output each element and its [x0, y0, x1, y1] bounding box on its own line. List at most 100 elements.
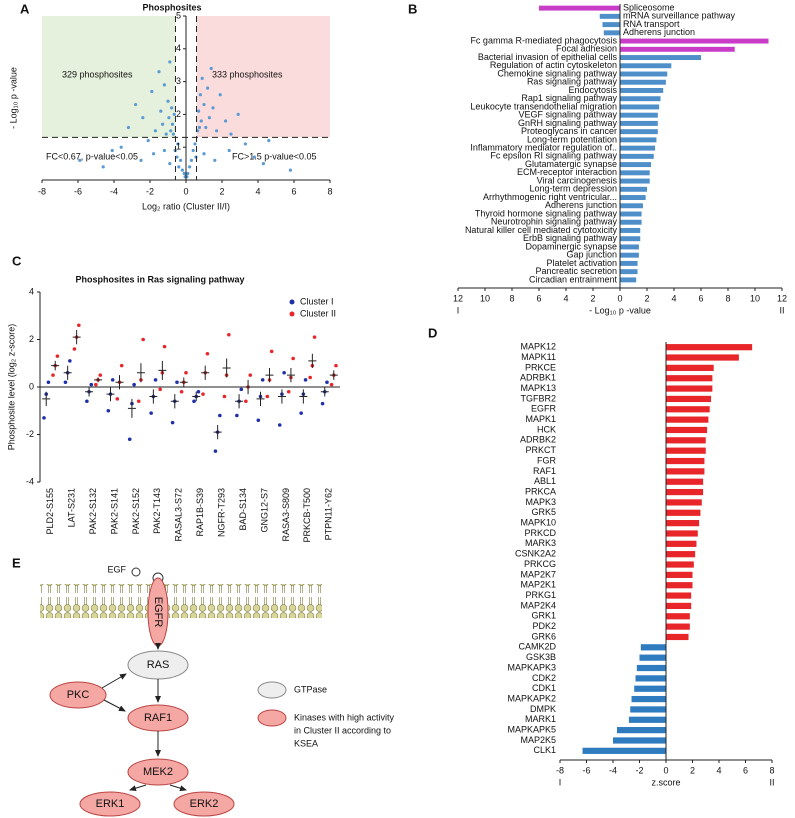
point	[153, 378, 158, 382]
point	[101, 165, 105, 169]
category-label: Adherens junction	[545, 200, 617, 210]
point	[265, 394, 270, 399]
point	[206, 86, 210, 90]
point	[209, 66, 213, 71]
category-label: CDK1	[532, 683, 556, 693]
point	[236, 112, 240, 116]
node	[49, 681, 107, 709]
point	[286, 389, 291, 394]
x-tick-label: 10	[750, 293, 760, 303]
node-label: ERK2	[190, 798, 219, 810]
x-tick-label: -4	[609, 765, 617, 775]
category-label: CSNK2A2	[515, 549, 556, 559]
point	[202, 152, 206, 156]
bar	[620, 38, 769, 44]
point	[244, 399, 248, 404]
bar	[634, 685, 666, 692]
bar	[620, 162, 652, 168]
bar	[666, 602, 692, 610]
bar	[620, 269, 638, 275]
point	[224, 119, 228, 123]
node-label: RAF1	[144, 712, 172, 724]
bar	[639, 654, 666, 661]
legend-label: GTPase	[294, 684, 327, 694]
point	[141, 116, 145, 120]
category-label: Regulation of actin cytoskeleton	[490, 60, 617, 70]
point	[204, 125, 208, 130]
end-label: I	[457, 305, 460, 315]
category-label: MAPK10	[520, 518, 556, 528]
point	[227, 332, 231, 337]
point	[162, 83, 166, 87]
point	[207, 116, 211, 120]
point	[157, 70, 161, 74]
bar	[620, 252, 639, 258]
category-label: PRKCA	[525, 486, 556, 496]
point	[119, 145, 123, 149]
x-tick-label: PRKCB-T500	[302, 488, 312, 543]
point	[182, 171, 186, 176]
category-label: Neurotrophin signaling pathway	[491, 217, 618, 227]
point	[184, 370, 188, 375]
bar	[620, 170, 650, 176]
y-tick-label: 3	[176, 76, 181, 86]
bar	[630, 706, 666, 713]
panel-label: C	[12, 253, 22, 268]
x-tick-label: PAK2-T143	[152, 488, 162, 534]
category-label: PRKCG	[524, 559, 556, 569]
point	[213, 449, 218, 453]
point	[134, 102, 138, 107]
point	[269, 349, 274, 354]
category-label: ADRBK1	[520, 373, 556, 383]
category-label: MAP2K7	[520, 569, 556, 579]
category-label: MAP2K4	[520, 600, 556, 610]
point	[51, 373, 55, 377]
x-tick-label: 2	[690, 765, 695, 775]
point	[63, 380, 68, 385]
category-label: MAPK1	[525, 414, 556, 424]
x-axis-label: z.score	[651, 777, 680, 787]
bar	[666, 478, 704, 485]
x-tick-label: 8	[725, 293, 730, 303]
bar	[666, 520, 700, 527]
point	[192, 399, 196, 404]
point	[252, 155, 256, 159]
bar	[666, 582, 693, 589]
bar	[628, 716, 666, 723]
point	[239, 387, 244, 392]
point	[213, 158, 217, 162]
bar	[666, 437, 706, 444]
point	[98, 373, 103, 377]
bar	[636, 664, 666, 672]
point	[77, 323, 81, 328]
x-tick-label: 6	[291, 186, 296, 196]
point	[193, 142, 197, 146]
point	[260, 378, 265, 382]
bar	[666, 457, 705, 465]
x-tick-label: 0	[183, 186, 188, 196]
x-tick-label: GNG12-S7	[259, 488, 269, 533]
bar	[666, 385, 713, 392]
y-tick-label: 4	[176, 43, 181, 53]
bar	[620, 211, 642, 217]
x-tick-label: PAK2-S152	[131, 488, 141, 534]
x-tick-label: 8	[327, 186, 332, 196]
node	[173, 791, 235, 817]
point	[42, 416, 46, 420]
point	[205, 351, 210, 356]
point	[115, 397, 120, 401]
y-tick-label: -4	[26, 476, 34, 486]
category-label: DMPK	[530, 704, 556, 714]
category-label: CLK1	[533, 745, 556, 755]
end-label: II	[779, 305, 784, 315]
bar	[666, 447, 706, 454]
category-label: HCK	[537, 424, 556, 434]
x-tick-label: PAK2-S141	[109, 488, 119, 534]
ligand	[131, 567, 141, 577]
point	[168, 60, 172, 64]
node-label: PKC	[67, 689, 90, 701]
node-label: EGF	[107, 564, 126, 574]
point	[110, 378, 115, 382]
panel-label: E	[12, 555, 21, 570]
point	[175, 155, 179, 159]
